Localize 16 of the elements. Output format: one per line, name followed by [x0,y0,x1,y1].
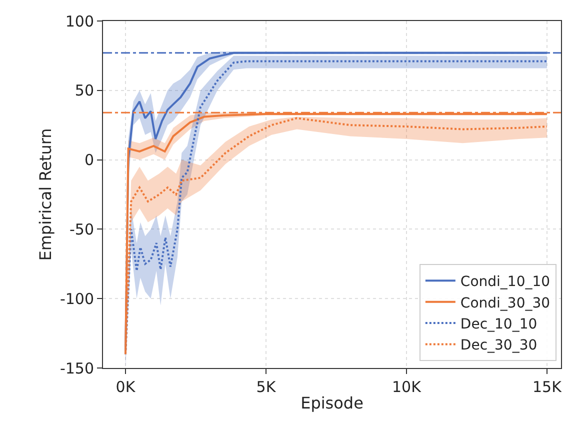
y-tick-label: 50 [74,82,94,100]
y-tick-label: -100 [60,290,94,308]
legend-label: Dec_10_10 [460,316,538,333]
y-tick-label: 100 [65,12,94,30]
x-axis-title: Episode [300,394,364,413]
y-tick-label: 0 [84,151,94,170]
x-tick-label: 0K [116,378,136,396]
legend-label: Condi_30_30 [460,295,550,312]
x-tick-label: 10K [392,378,422,396]
y-axis-title: Empirical Return [36,128,55,261]
legend-label: Condi_10_10 [460,274,550,290]
x-tick-label: 15K [532,378,563,396]
x-tick-label: 5K [256,378,277,396]
y-tick-label: -50 [70,220,94,238]
y-tick-label: -150 [60,359,94,378]
legend-label: Dec_30_30 [460,338,538,354]
